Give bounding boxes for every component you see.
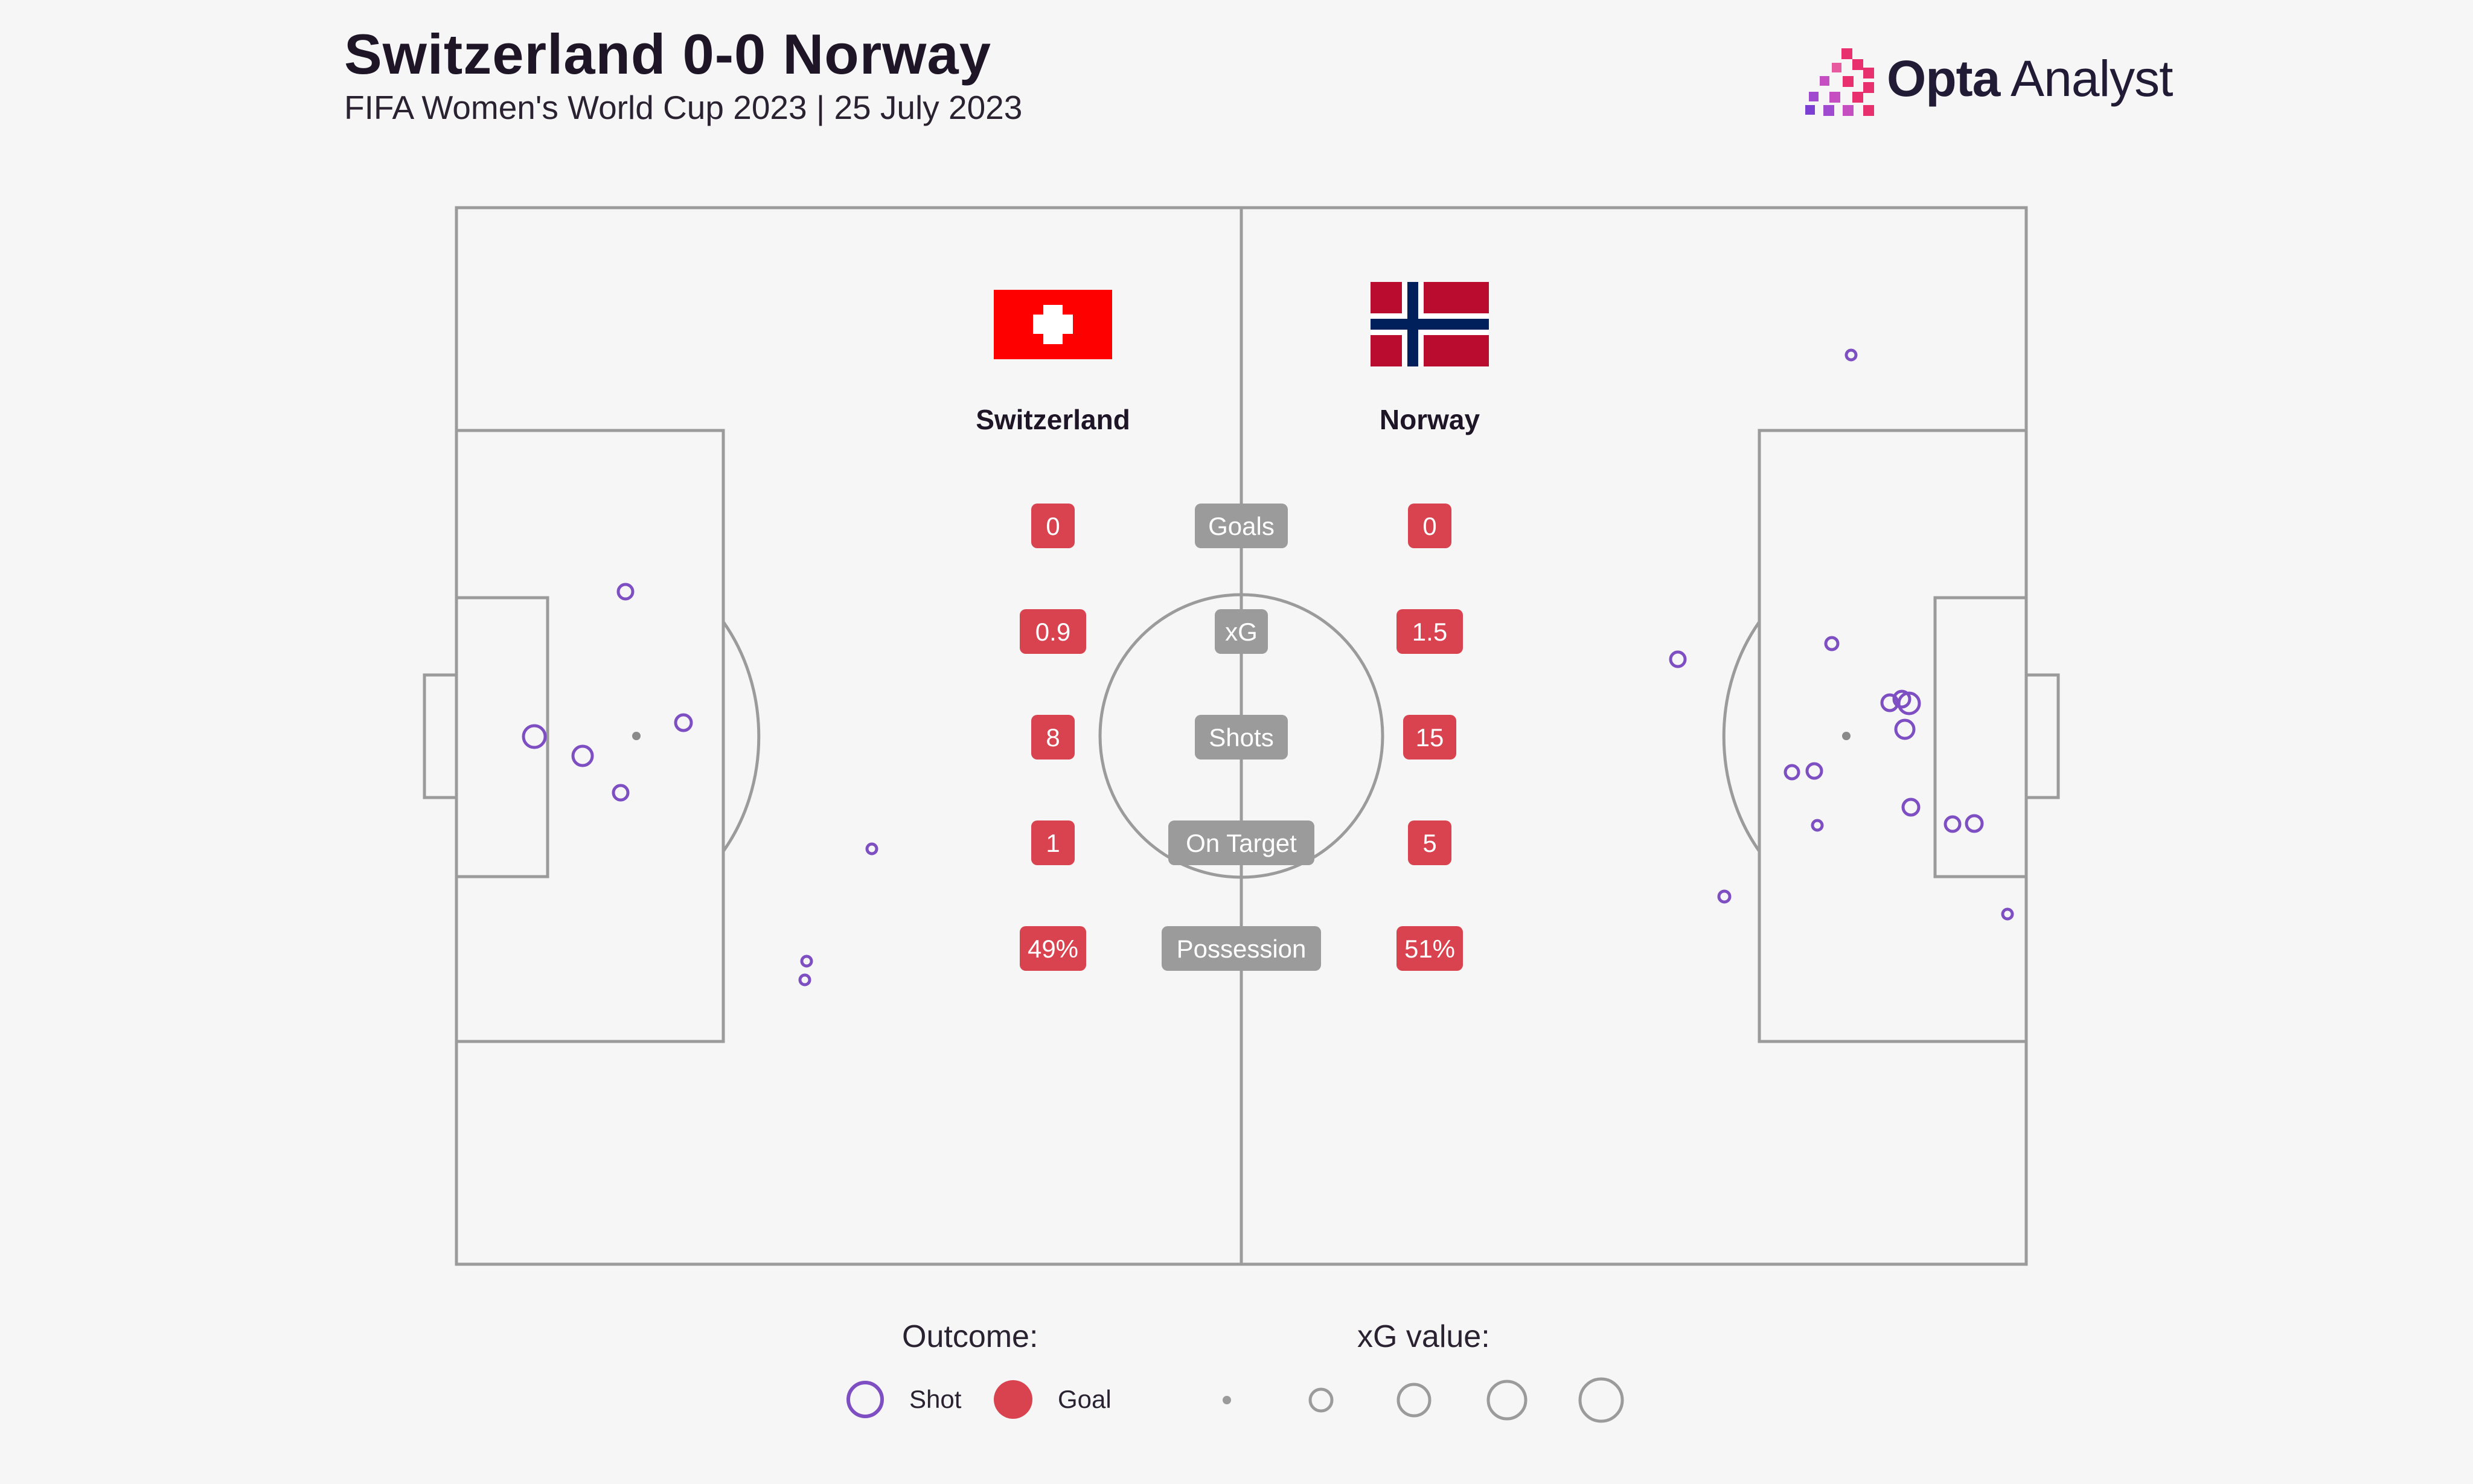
shot-marker [612,784,630,802]
home-stat-possession: 49% [1020,926,1086,971]
match-stats: 0 Goals 0 0.9 xG 1.5 8 Shots 15 1 On Target 5 49% Pos… [1020,504,1463,971]
away-stat-possession: 51% [1396,926,1463,971]
goal-legend-icon [994,1380,1032,1419]
centre-circle [1098,593,1384,879]
home-stat-goals: 0 [1031,504,1075,548]
stat-label-xg-text: xG [1225,618,1258,646]
away-stat-shots-text: 15 [1416,723,1444,752]
legend-outcome-title: Outcome: [902,1319,1038,1354]
xg-size-5 [1578,1377,1624,1423]
away-stat-on-target: 5 [1408,820,1451,865]
shot-marker [674,713,693,732]
shot-marker [571,744,594,767]
home-stat-shots-text: 8 [1046,723,1060,752]
xg-size-4 [1486,1380,1528,1421]
shot-marker [1892,689,1912,709]
right-six-yard-box [1933,596,2028,878]
logo-brand: Opta [1887,50,2000,107]
shot-marker [1824,636,1840,651]
legend-goal-label: Goal [1058,1385,1112,1413]
shot-marker [1805,762,1823,780]
away-team-name: Norway [1380,404,1480,435]
legend-shot-label: Shot [909,1385,962,1413]
shot-marker [865,842,878,856]
away-stat-goals: 0 [1408,504,1451,548]
left-goal [423,673,458,799]
shot-marker [1784,764,1800,781]
left-penalty-arc [721,621,761,852]
switzerland-flag [994,290,1112,359]
left-six-yard-box [455,596,549,878]
shot-marker [1894,718,1916,740]
home-stat-on-target-text: 1 [1046,829,1060,857]
away-stat-goals-text: 0 [1422,512,1436,540]
home-stat-possession-text: 49% [1028,935,1078,963]
away-stat-on-target-text: 5 [1422,829,1436,857]
shot-marker [1717,889,1732,904]
stat-label-possession-text: Possession [1177,935,1307,963]
shot-marker [1669,650,1687,668]
away-stat-possession-text: 51% [1404,935,1455,963]
stat-label-on-target: On Target [1168,820,1314,865]
stat-label-goals-text: Goals [1208,512,1275,540]
home-stat-on-target: 1 [1031,820,1075,865]
page-subtitle: FIFA Women's World Cup 2023 | 25 July 20… [344,89,1023,126]
home-stat-xg: 0.9 [1020,609,1086,654]
xg-size-legend [1223,1377,1624,1423]
stat-label-goals: Goals [1195,504,1288,548]
right-penalty-box [1758,429,2028,1043]
home-stat-shots: 8 [1031,715,1075,760]
stat-label-shots: Shots [1195,715,1288,760]
norway-flag [1371,282,1489,366]
shot-marker [1811,819,1824,832]
away-stat-shots: 15 [1403,715,1456,760]
shot-marker [522,724,547,749]
shot-marker [616,583,635,601]
home-stat-xg-text: 0.9 [1035,618,1070,646]
left-penalty-box [455,429,725,1043]
shot-marker [1901,798,1921,817]
shot-marker [1897,691,1921,715]
shot-marker [1965,814,1984,833]
page-title: Switzerland 0-0 Norway [344,22,991,86]
home-stat-goals-text: 0 [1046,512,1060,540]
xg-size-3 [1396,1383,1432,1418]
opta-analyst-logo: Opta Analyst [1805,47,2180,120]
away-stat-xg: 1.5 [1396,609,1463,654]
stat-label-on-target-text: On Target [1186,829,1297,857]
xg-size-1 [1223,1396,1231,1404]
right-goal [2024,673,2060,799]
xg-size-2 [1308,1387,1334,1413]
left-penalty-spot [632,732,641,740]
shot-marker [1844,348,1858,362]
shot-marker [800,955,813,968]
stat-label-possession: Possession [1162,926,1321,971]
stat-label-xg: xG [1215,609,1268,654]
right-penalty-spot [1842,732,1851,740]
shot-legend-icon [846,1381,884,1418]
logo-wordmark: Opta Analyst [1887,50,2174,108]
logo-product: Analyst [2011,50,2173,107]
home-team-name: Switzerland [976,404,1130,435]
right-penalty-arc [1722,621,1761,852]
away-stat-xg-text: 1.5 [1412,618,1447,646]
shot-markers [522,348,2014,987]
shot-marker [1944,815,1962,833]
shot-marker [2001,907,2014,921]
opta-logo-icon [1805,48,1874,116]
stat-label-shots-text: Shots [1209,723,1273,752]
shot-marker [798,973,811,987]
legend-xg-title: xG value: [1357,1319,1490,1354]
